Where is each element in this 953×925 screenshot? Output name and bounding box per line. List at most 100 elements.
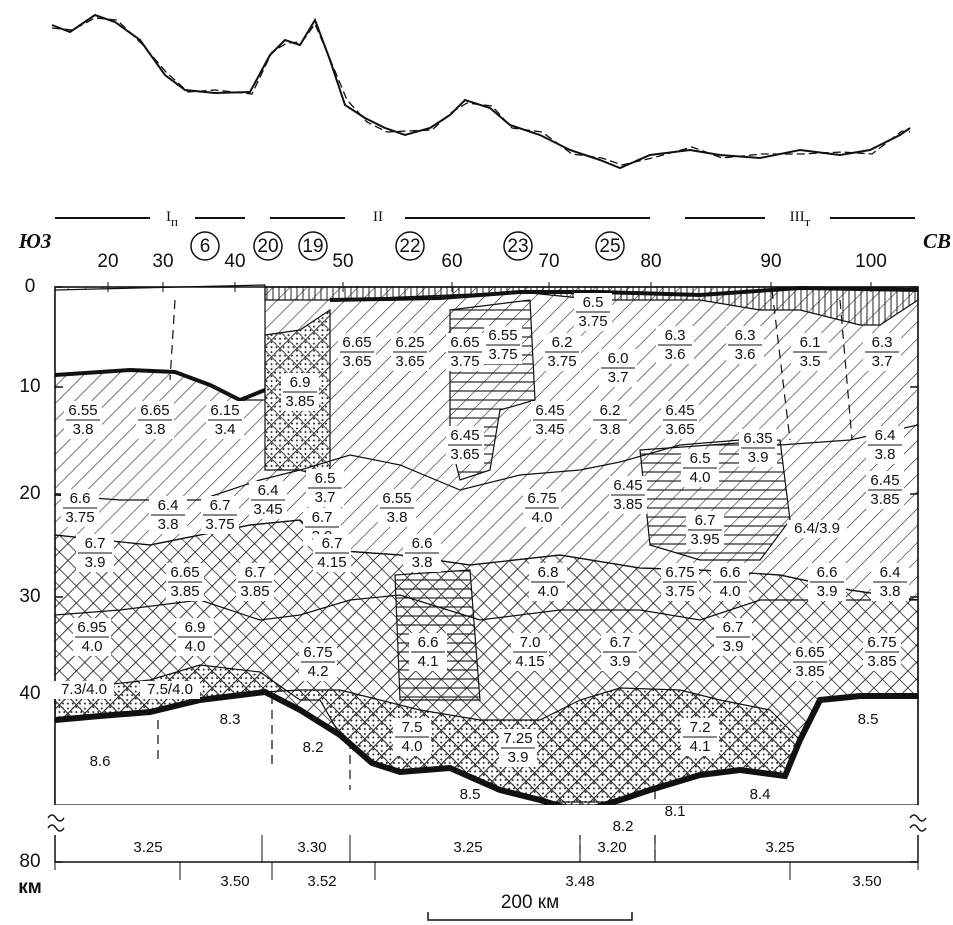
- layer-vs: 3.85: [867, 653, 896, 670]
- layer-vs: 3.6: [735, 346, 756, 363]
- layer-vs: 3.85: [613, 496, 642, 513]
- distance-tick-label: 50: [332, 251, 353, 272]
- density-upper: 3.20: [597, 839, 626, 856]
- layer-vs: 4.1: [418, 653, 439, 670]
- moho-velocity: 8.3: [220, 711, 241, 728]
- layer-vs: 3.8: [73, 421, 94, 438]
- layer-vs: 4.0: [402, 738, 423, 755]
- moho-velocity: 8.5: [858, 711, 879, 728]
- layer-vp: 6.7: [695, 512, 716, 529]
- layer-vp: 6.6: [412, 535, 433, 552]
- layer-vs: 3.8: [158, 516, 179, 533]
- moho-velocity: 8.2: [613, 818, 634, 835]
- layer-vp: 7.5: [402, 719, 423, 736]
- layer-vs: 3.8: [412, 554, 433, 571]
- density-upper: 3.30: [297, 839, 326, 856]
- layer-vp: 6.1: [800, 334, 821, 351]
- moho-velocity: 8.5: [460, 786, 481, 803]
- layer-vs: 3.95: [690, 531, 719, 548]
- distance-tick-label: 80: [640, 251, 661, 272]
- layer-vs: 4.0: [690, 469, 711, 486]
- layer-vp: 6.2: [600, 402, 621, 419]
- density-lower: 3.50: [220, 873, 249, 890]
- layer-vp: 6.9: [290, 374, 311, 391]
- distance-tick-label: 70: [538, 251, 559, 272]
- direction-ne: СВ: [923, 229, 951, 253]
- layer-vp: 6.65: [450, 334, 479, 351]
- density-upper: 3.25: [133, 839, 162, 856]
- depth-tick-label: 20: [19, 483, 40, 504]
- moho-velocity: 8.1: [665, 803, 686, 820]
- depth-tick-label: 30: [19, 586, 40, 607]
- scale-bar: [428, 912, 632, 920]
- zone-label: Iп: [166, 209, 178, 229]
- layer-vs: 4.15: [515, 653, 544, 670]
- layer-vp: 6.4: [880, 564, 901, 581]
- layer-vp: 7.0: [520, 634, 541, 651]
- layer-vp: 6.7: [322, 535, 343, 552]
- layer-vs: 3.8: [387, 509, 408, 526]
- depth-tick-label: 0: [25, 276, 36, 297]
- layer-vs: 4.1: [690, 738, 711, 755]
- layer-vs: 4.0: [185, 638, 206, 655]
- layer-vs: 3.85: [285, 393, 314, 410]
- depth-tick-label: 80: [19, 851, 40, 872]
- layer-vs: 3.65: [395, 353, 424, 370]
- layer-vp: 6.7: [245, 564, 266, 581]
- layer-velocity: 7.5/4.0: [147, 681, 193, 698]
- layer-vp: 6.45: [665, 402, 694, 419]
- layer-vs: 3.65: [665, 421, 694, 438]
- layer-vp: 6.4: [158, 497, 179, 514]
- layer-vp: 6.75: [867, 634, 896, 651]
- layer-vp: 6.55: [488, 327, 517, 344]
- layer-vs: 3.75: [665, 583, 694, 600]
- layer-vp: 6.65: [140, 402, 169, 419]
- layer-vp: 6.75: [665, 564, 694, 581]
- station-label: 23: [507, 236, 528, 257]
- layer-vp: 6.7: [312, 509, 333, 526]
- layer-vp: 6.6: [817, 564, 838, 581]
- layer-vs: 3.7: [608, 369, 629, 386]
- zone-label: IIIт: [790, 209, 811, 229]
- layer-vp: 6.8: [538, 564, 559, 581]
- distance-tick-label: 40: [224, 251, 245, 272]
- station-label: 25: [599, 236, 620, 257]
- layer-vp: 6.6: [418, 634, 439, 651]
- layer-vs: 4.2: [308, 663, 329, 680]
- layer-vp: 6.0: [608, 350, 629, 367]
- layer-vp: 6.3: [665, 327, 686, 344]
- layer-vp: 6.6: [720, 564, 741, 581]
- depth-tick-label: 10: [19, 376, 40, 397]
- layer-vp: 6.75: [527, 490, 556, 507]
- layer-vs: 3.45: [253, 501, 282, 518]
- layer-vp: 6.5: [583, 294, 604, 311]
- station-label: 19: [302, 236, 323, 257]
- layer-vs: 3.8: [600, 421, 621, 438]
- layer-vs: 3.85: [795, 663, 824, 680]
- layer-vp: 6.55: [68, 402, 97, 419]
- layer-vs: 3.75: [450, 353, 479, 370]
- layer-vp: 6.4: [258, 482, 279, 499]
- layer-vs: 3.9: [610, 653, 631, 670]
- layer-vp: 6.55: [382, 490, 411, 507]
- moho-velocity: 8.2: [303, 739, 324, 756]
- layer-vs: 4.0: [82, 638, 103, 655]
- layer-vs: 3.8: [880, 583, 901, 600]
- layer-vp: 6.3: [735, 327, 756, 344]
- layer-vs: 4.0: [532, 509, 553, 526]
- layer-velocity: 7.3/4.0: [61, 681, 107, 698]
- layer-vp: 6.3: [872, 334, 893, 351]
- layer-vs: 3.9: [85, 554, 106, 571]
- station-label: 20: [257, 236, 278, 257]
- break: [48, 805, 924, 835]
- layer-vs: 4.0: [538, 583, 559, 600]
- layer-vp: 6.15: [210, 402, 239, 419]
- layer-vs: 3.9: [748, 449, 769, 466]
- topography: [52, 15, 910, 168]
- zone-sub: т: [805, 214, 811, 229]
- layer-vp: 6.7: [610, 634, 631, 651]
- layer-vs: 3.85: [240, 583, 269, 600]
- layer-velocity: 6.4/3.9: [794, 520, 840, 537]
- density-lower: 3.50: [852, 873, 881, 890]
- depth-tick-label: 40: [19, 683, 40, 704]
